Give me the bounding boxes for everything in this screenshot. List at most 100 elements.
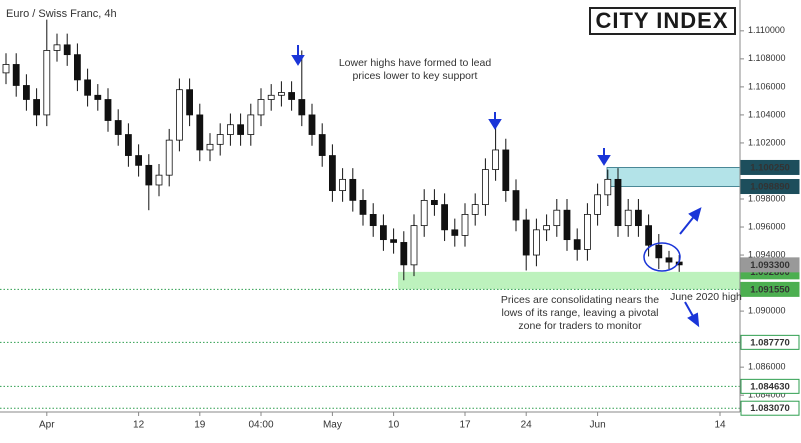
x-tick-label: May: [323, 420, 342, 431]
candle-body: [216, 134, 224, 145]
price-label: 1.087770: [750, 337, 790, 348]
candle-body: [563, 209, 571, 241]
y-tick-label: 1.102000: [748, 137, 786, 147]
candle-body: [318, 134, 326, 156]
candle-body: [502, 149, 510, 191]
candle-body: [533, 229, 540, 256]
price-label: 1.091550: [750, 284, 790, 295]
candle-body: [237, 124, 245, 135]
candle-body: [594, 194, 601, 215]
candle-body: [63, 44, 71, 56]
candle-body: [175, 89, 183, 141]
candle-body: [349, 178, 357, 201]
x-tick-label: 19: [194, 420, 206, 431]
annotation: Prices are consolidating nears the: [501, 294, 659, 306]
candle-body: [420, 199, 428, 227]
candle-body: [135, 155, 143, 166]
price-label-box: [740, 378, 800, 394]
candle-body: [543, 225, 550, 231]
candle-body: [379, 225, 387, 241]
annotation: zone for traders to monitor: [518, 320, 642, 332]
candle-body: [481, 169, 489, 205]
y-tick-label: 1.096000: [748, 221, 786, 231]
candle-body: [165, 139, 173, 176]
candle-body: [584, 214, 591, 250]
candle-body: [114, 120, 122, 135]
y-tick-label: 1.090000: [748, 305, 786, 315]
candle-body: [196, 114, 204, 151]
price-label: 1.100250: [750, 162, 790, 173]
candle-body: [22, 85, 30, 100]
x-tick-label: 14: [714, 420, 726, 431]
price-label-box: [740, 400, 800, 416]
candle-body: [288, 92, 296, 100]
candle-body: [665, 257, 673, 263]
x-tick-label: 12: [133, 420, 145, 431]
y-tick-label: 1.104000: [748, 109, 786, 119]
candle-body: [308, 114, 316, 135]
candle-body: [257, 99, 265, 116]
candle-body: [635, 209, 642, 227]
x-tick-label: 04:00: [248, 420, 273, 431]
candle-body: [369, 214, 377, 227]
candle-body: [298, 99, 306, 116]
price-label: 1.084630: [750, 381, 790, 392]
x-tick-label: 24: [521, 420, 533, 431]
highlight-circle: [643, 242, 681, 272]
candle-body: [33, 99, 40, 116]
zone: [398, 271, 740, 290]
candle-body: [614, 178, 622, 227]
candle-body: [155, 174, 163, 186]
candle-body: [553, 209, 561, 227]
candle-body: [512, 190, 520, 221]
x-tick-label: Jun: [590, 420, 606, 431]
price-label: 1.093300: [750, 260, 790, 271]
annotation: June 2020 high: [670, 291, 742, 303]
y-tick-label: 1.098000: [748, 193, 786, 203]
x-tick-label: Apr: [39, 420, 55, 431]
annotation: Lower highs have formed to lead: [339, 57, 492, 69]
candle-body: [277, 92, 285, 96]
annotation: lows of its range, leaving a pivotal: [501, 307, 658, 319]
candle-body: [441, 204, 449, 231]
price-label-box: [740, 257, 800, 273]
logo-box: [589, 7, 736, 35]
candle-body: [104, 99, 112, 121]
candle-body: [430, 199, 438, 205]
candle-body: [206, 143, 214, 151]
candle-body: [390, 239, 398, 243]
candle-body: [247, 114, 255, 135]
candle-body: [461, 214, 469, 236]
candle-body: [410, 225, 418, 266]
candle-body: [84, 79, 91, 96]
candle-body: [145, 164, 153, 186]
price-label-box: [740, 334, 800, 350]
candle-body: [573, 239, 581, 250]
candle-body: [400, 242, 408, 266]
price-label: 1.098890: [750, 182, 790, 193]
x-tick-label: 17: [459, 420, 471, 431]
candle-body: [12, 64, 20, 86]
y-tick-label: 1.110000: [748, 25, 785, 35]
x-tick-label: 10: [388, 420, 400, 431]
y-tick-label: 1.094000: [748, 249, 786, 259]
price-label-box: [740, 179, 800, 195]
candle-body: [339, 178, 347, 191]
zone: [606, 167, 741, 187]
candle-body: [94, 94, 102, 100]
candle-body: [451, 229, 459, 236]
y-tick-label: 1.084000: [748, 390, 786, 400]
candle-body: [43, 50, 51, 116]
candle-body: [186, 89, 194, 116]
y-tick-label: 1.106000: [748, 81, 786, 91]
candle-body: [645, 225, 652, 246]
y-tick-label: 1.108000: [748, 53, 786, 63]
candle-body: [267, 94, 275, 100]
candle-body: [522, 219, 530, 256]
y-tick-label: 1.086000: [748, 362, 786, 372]
candle-body: [624, 209, 632, 227]
annotation: prices lower to key support: [353, 70, 478, 82]
price-label: 1.083070: [750, 403, 790, 414]
price-label-box: [740, 159, 800, 175]
